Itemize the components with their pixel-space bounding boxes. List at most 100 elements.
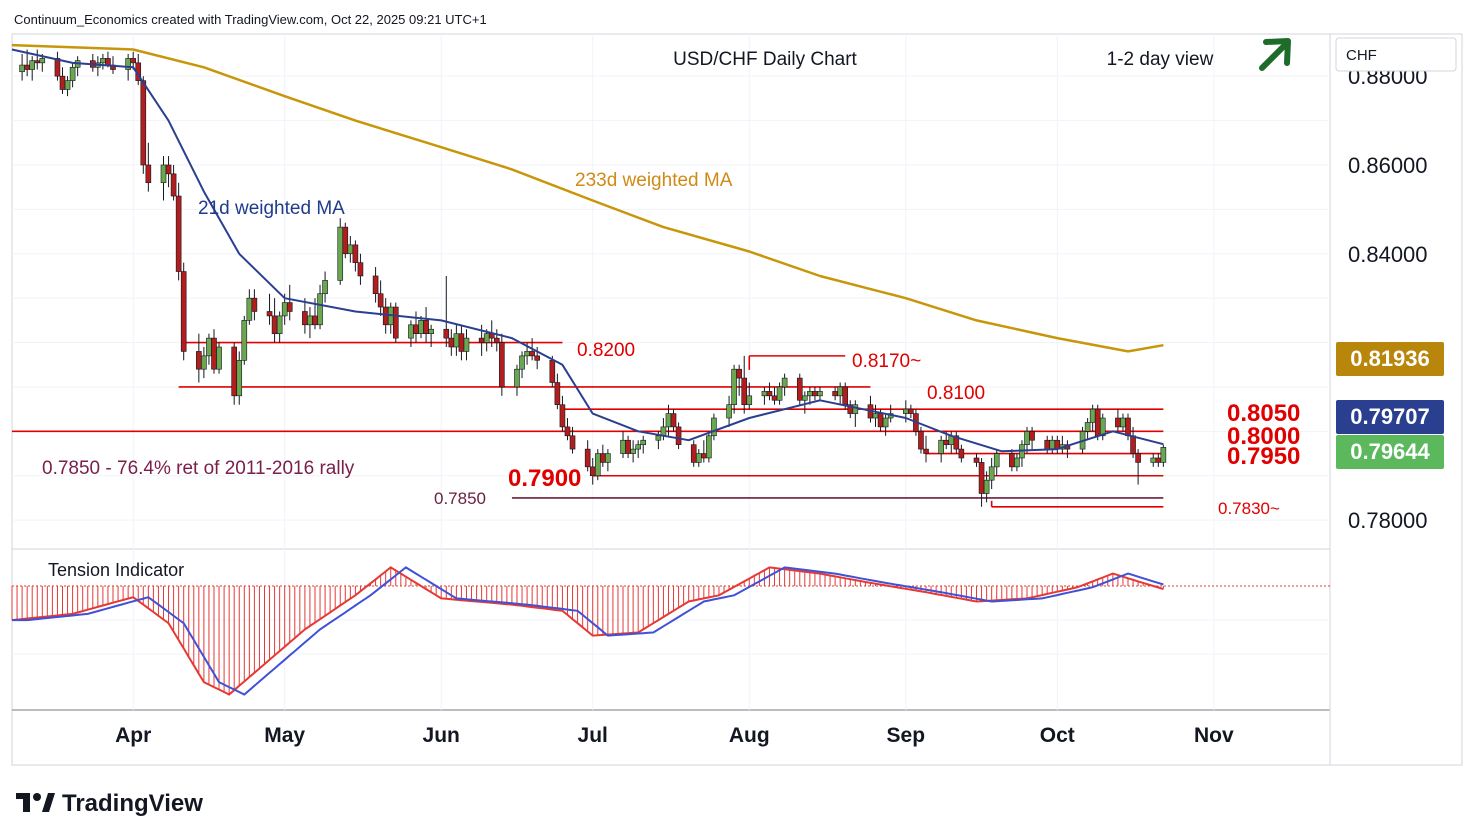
candle-body [993,453,1000,468]
candle-body [241,320,248,361]
candle-body [1135,453,1141,463]
x-tick-label: May [264,724,305,747]
candle-body [276,315,283,334]
candle-body [443,328,450,339]
level-label-0.8000: 0.8000 [1227,423,1300,450]
candle-body [938,439,944,454]
candlestick-series [19,49,1167,507]
tension-fast-line [11,566,1164,696]
level-label-0.7950: 0.7950 [1227,443,1300,470]
candle-body [216,346,222,370]
candle-body [145,164,152,184]
x-tick-label: Jun [423,724,460,747]
candle-body [196,351,202,370]
candle-body [423,320,429,334]
candle-body [519,355,525,370]
candle-body [761,391,768,397]
candle-body [1049,439,1056,450]
indicator-grid [12,585,1330,655]
chart-title: USD/CHF Daily Chart [673,49,857,70]
x-tick-label: Jul [578,724,608,747]
candle-body [796,377,803,401]
ma233-line [11,43,1164,353]
ma233-series [11,43,1164,353]
view-label: 1-2 day view [1107,49,1214,70]
candle-body [635,444,641,450]
chart-frame [11,33,1463,766]
candle-body [100,58,106,64]
ma21-series [11,48,1164,453]
candle-body [832,391,838,397]
currency-label-box [1335,37,1457,72]
candle-body [1044,439,1051,450]
attribution-text: Continuum_Economics created with Trading… [14,12,487,27]
candle-body [1160,447,1167,463]
price-tag-last-text: 0.79644 [1350,439,1430,464]
candle-body [973,457,980,463]
currency-label: CHF [1346,47,1377,64]
candle-body [1120,417,1126,428]
candle-body [286,302,293,312]
y-tick-label: 0.78000 [1348,508,1428,533]
candle-body [776,386,783,401]
candle-body [357,262,364,277]
y-tick-label: 0.84000 [1348,242,1428,267]
candle-body [236,360,243,397]
candle-body [478,337,485,343]
candle-body [1029,431,1035,441]
candle-body [514,368,520,388]
candle-body [842,386,849,406]
tension-indicator-series [11,566,1164,696]
candle-body [600,453,606,463]
tradingview-brand: TradingView [62,790,203,817]
candle-body [549,360,556,383]
candle-body [448,337,455,348]
candle-body [428,328,434,334]
candle-body [837,386,843,397]
candle-body [483,333,490,343]
candle-body [817,391,823,397]
annotation-retracement: 0.7850 - 76.4% ret of 2011-2016 rally [42,458,355,479]
candle-body [625,439,631,454]
candle-body [64,80,71,90]
candle-body [281,302,288,317]
candle-body [908,408,914,414]
candle-body [130,58,136,64]
candle-body [1150,457,1157,463]
candle-body [408,324,414,339]
level-label-0.8100: 0.8100 [927,383,985,404]
level-label-0.8200: 0.8200 [577,340,635,361]
candle-body [125,58,131,70]
candle-body [463,337,470,352]
candle-body [923,448,929,454]
candle-body [559,404,566,428]
candle-body [347,244,354,255]
candle-body [1155,457,1162,463]
candle-body [39,58,46,64]
candle-body [529,351,535,357]
candle-body [382,306,389,326]
candle-body [978,462,985,494]
arrow-up-right-icon [1259,38,1291,71]
candle-body [1089,408,1096,423]
candle-body [594,453,601,477]
candle-body [670,413,677,428]
candle-body [271,315,278,334]
x-tick-label: Nov [1194,724,1234,747]
candle-body [453,333,460,348]
candle-body [1024,431,1030,445]
candle-body [201,355,207,370]
candle-body [352,244,359,263]
candle-body [342,226,349,255]
price-tag-last: 0.79644 [1336,435,1444,469]
candle-body [246,297,253,321]
x-axis-ticks: Apr May Jun Jul Aug Sep Oct Nov [115,724,1234,747]
candle-body [165,164,172,175]
candle-body [317,293,323,326]
candle-body [19,64,25,73]
candle-body [29,60,35,70]
level-label-0.7900: 0.7900 [508,465,581,492]
candle-body [206,337,212,357]
candle-body [877,413,884,428]
candle-body [771,395,778,401]
